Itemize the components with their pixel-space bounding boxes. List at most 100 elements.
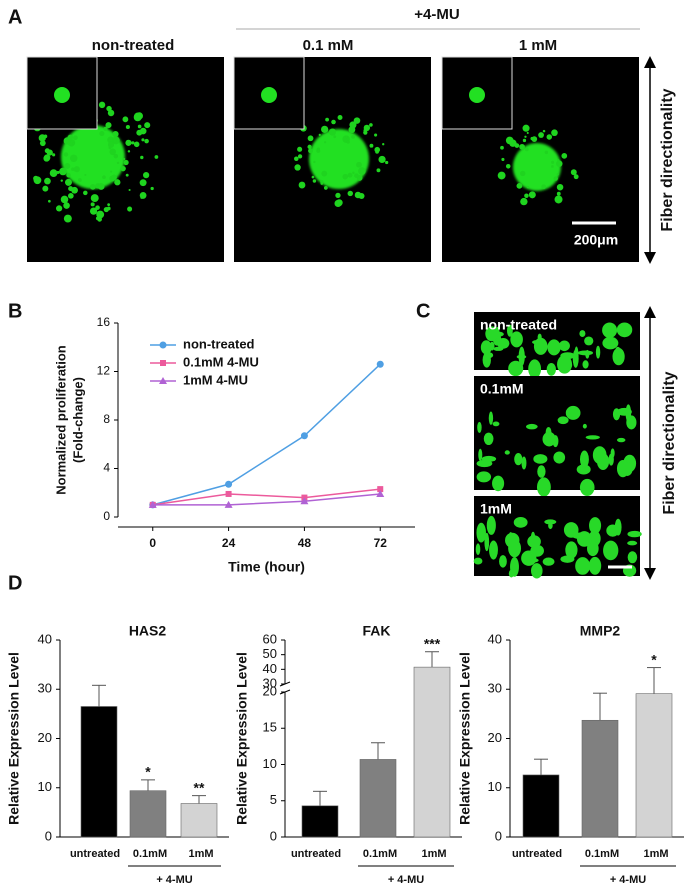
- cell: [335, 192, 341, 199]
- group-label: +4-MU: [414, 6, 459, 23]
- chart-title: MMP2: [580, 623, 621, 639]
- cell: [476, 522, 486, 543]
- cell: [614, 346, 621, 358]
- cell: [561, 152, 568, 159]
- cell: [83, 190, 88, 196]
- cell: [333, 135, 337, 139]
- cell: [382, 143, 385, 146]
- point: [159, 341, 167, 349]
- cell: [522, 124, 530, 132]
- cell: [533, 337, 548, 355]
- y-tick-label: 10: [488, 779, 502, 794]
- cell: [492, 475, 505, 492]
- cell: [125, 139, 132, 146]
- y-axis-label: Relative Expression Level: [234, 652, 250, 825]
- cell: [342, 173, 349, 180]
- cell: [365, 125, 369, 129]
- cell: [84, 173, 87, 176]
- cell: [514, 453, 523, 466]
- cell: [325, 117, 329, 122]
- bar: [413, 666, 451, 838]
- cell: [127, 150, 131, 153]
- cell: [298, 181, 306, 189]
- bar: [180, 803, 218, 838]
- cell: [122, 157, 126, 161]
- y-tick-label: 30: [488, 681, 502, 696]
- cell: [478, 448, 483, 462]
- bar: [522, 774, 560, 838]
- cell: [123, 159, 129, 166]
- cell: [521, 456, 527, 470]
- y-tick-label: 0: [45, 828, 52, 843]
- cell: [48, 199, 51, 203]
- y-tick-label: 16: [97, 315, 111, 329]
- cell: [500, 145, 504, 150]
- y-tick-label: 30: [38, 681, 52, 696]
- cell: [546, 362, 557, 376]
- cell: [616, 459, 629, 478]
- cell: [55, 205, 63, 212]
- cell: [71, 167, 75, 171]
- cell: [484, 532, 490, 552]
- cell: [542, 431, 556, 447]
- cell: [64, 178, 72, 186]
- point: [300, 497, 309, 505]
- cell: [520, 170, 526, 177]
- y-tick-label: 8: [103, 412, 110, 426]
- cell: [67, 192, 74, 199]
- cell: [107, 141, 115, 148]
- series-line: [152, 363, 381, 506]
- cell: [497, 171, 506, 180]
- cell: [113, 138, 117, 143]
- y-tick-label: 40: [263, 661, 277, 676]
- micrograph: [474, 376, 640, 490]
- cell: [98, 101, 106, 109]
- cell: [575, 557, 591, 575]
- y-axis-label: Normalized proliferation: [53, 345, 68, 495]
- cell: [353, 117, 361, 124]
- cell: [627, 540, 638, 546]
- cell: [378, 155, 386, 164]
- significance: *: [145, 764, 151, 780]
- cell: [150, 186, 154, 191]
- cell: [52, 153, 56, 157]
- cell: [128, 188, 131, 192]
- cell: [505, 136, 514, 145]
- group-label: + 4-MU: [156, 874, 192, 886]
- image-row: [26, 56, 639, 262]
- cell: [504, 450, 510, 455]
- cell: [560, 555, 575, 563]
- series-line: [152, 488, 381, 506]
- cell: [42, 185, 49, 192]
- cell: [557, 416, 569, 425]
- cell: [137, 124, 142, 129]
- cell: [513, 516, 528, 528]
- cell: [553, 451, 566, 464]
- cell: [106, 206, 111, 211]
- side-label: Fiber directionality: [661, 371, 678, 514]
- series-line: [152, 493, 381, 506]
- cell: [576, 531, 592, 547]
- spheroid: [513, 143, 561, 191]
- y-tick-label: 4: [103, 461, 110, 475]
- cell: [574, 346, 579, 366]
- y-tick-label: 40: [488, 631, 502, 646]
- cell: [120, 165, 126, 172]
- cell: [141, 138, 145, 142]
- cell: [385, 160, 389, 165]
- cell: [579, 478, 595, 496]
- cell: [485, 326, 499, 342]
- cell: [565, 405, 581, 420]
- cell: [66, 172, 71, 178]
- cell: [588, 556, 602, 575]
- chart-title: FAK: [363, 623, 391, 639]
- significance: *: [651, 651, 657, 667]
- cell: [110, 170, 113, 173]
- cell: [328, 128, 337, 136]
- side-label: Fiber directionality: [659, 88, 676, 231]
- cell: [320, 182, 324, 185]
- cell: [489, 540, 498, 560]
- cell: [133, 141, 140, 148]
- cell: [501, 157, 505, 162]
- cell: [519, 143, 525, 150]
